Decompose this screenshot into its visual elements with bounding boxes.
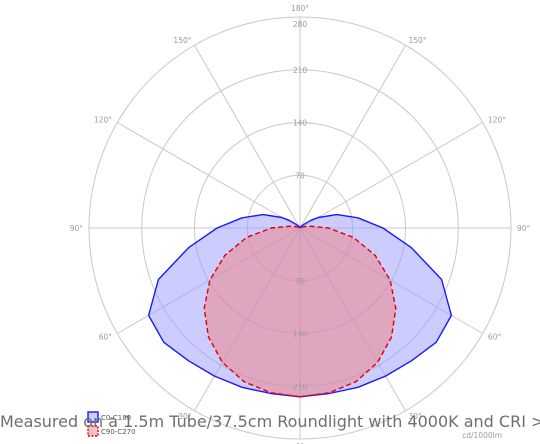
angle-label-120-left: 120° [94, 116, 112, 125]
angle-label-60-left: 60° [99, 333, 113, 342]
angle-label-0: 0° [296, 442, 305, 444]
grid-spoke [299, 45, 406, 229]
radial-label-lower-210: 210 [293, 382, 308, 391]
angle-label-60-right: 60° [488, 333, 502, 342]
radial-label-upper-210: 210 [293, 66, 308, 75]
series-line-c0-c180 [147, 213, 453, 398]
angle-label-90-right: 90° [517, 224, 531, 233]
radial-label-upper-140: 140 [293, 119, 308, 128]
angle-label-30-right: 30° [409, 412, 423, 421]
series-fill-c90-c270 [204, 226, 396, 397]
angle-label-120-right: 120° [488, 116, 506, 125]
legend-swatch-c90-c270 [87, 425, 99, 437]
angle-label-150-left: 150° [173, 36, 191, 45]
radial-label-lower-70: 70 [295, 277, 305, 286]
grid-spoke [299, 122, 483, 229]
legend: C0-C180 C90-C270 [87, 411, 136, 437]
unit-label: cd/1000lm [462, 431, 502, 440]
legend-label-c0-c180: C0-C180 [101, 414, 131, 422]
radial-label-lower-140: 140 [293, 330, 308, 339]
angle-label-180: 180° [291, 4, 309, 13]
radial-label-upper-70: 70 [295, 171, 305, 180]
grid-spoke [194, 45, 301, 229]
angle-label-90-left: 90° [70, 224, 84, 233]
legend-label-c90-c270: C90-C270 [101, 428, 136, 436]
angle-label-30-left: 30° [178, 412, 192, 421]
angle-label-150-right: 150° [409, 36, 427, 45]
radial-label-upper-280: 280 [293, 20, 308, 29]
axis-labels: 180° 150° 150° 120° 120° 90° 90° 60° 60° 30° 30° 0°… [70, 4, 531, 444]
series-lines [147, 213, 453, 398]
legend-swatch-c0-c180 [87, 411, 99, 423]
series-fills [148, 214, 452, 397]
chart-caption: Measured on a 1.5m Tube/37.5cm Roundligh… [0, 412, 540, 431]
grid-spoke [117, 122, 301, 229]
